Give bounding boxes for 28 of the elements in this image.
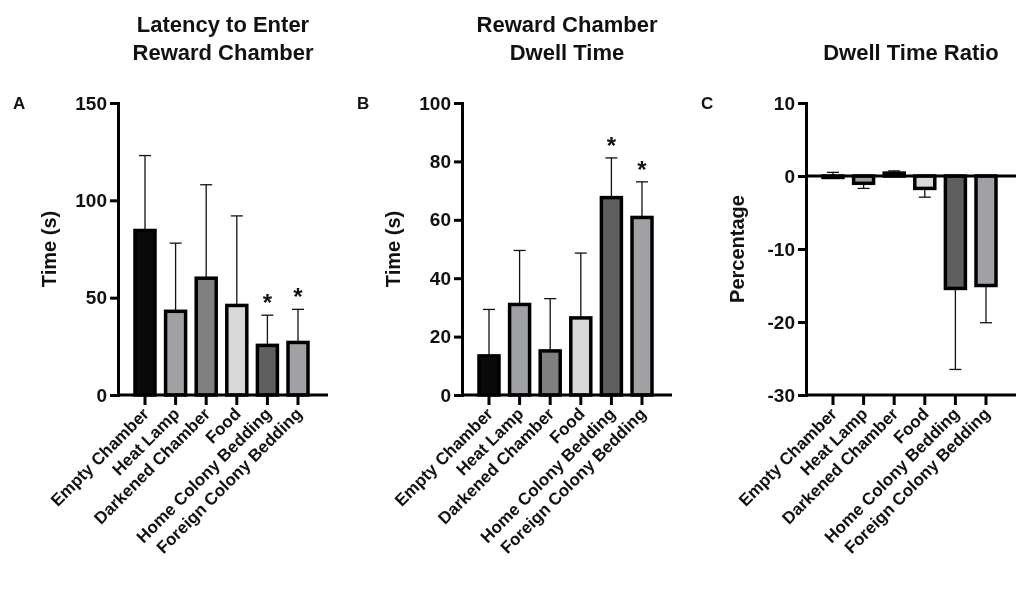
y-tick-label: 0 [784, 165, 795, 187]
y-tick-label: 100 [75, 189, 107, 211]
y-tick-label: 40 [429, 267, 451, 289]
chart-title: Latency to Enter Reward Chamber [132, 12, 314, 65]
y-tick-label: 100 [419, 92, 451, 114]
annotation: * [637, 155, 648, 183]
y-tick-label: -20 [767, 311, 795, 333]
annotation: * [293, 283, 304, 311]
y-axis-title: Percentage [726, 195, 748, 303]
y-tick-label: 10 [773, 92, 795, 114]
y-tick-label: 0 [440, 384, 451, 406]
annotation: * [262, 289, 273, 317]
chart-title: Dwell Time Ratio [823, 40, 999, 65]
y-tick-label: 80 [429, 150, 451, 172]
text: A [13, 94, 26, 113]
annotation: * [606, 131, 617, 159]
y-tick-label: -30 [767, 384, 795, 406]
y-tick-label: 20 [429, 326, 451, 348]
y-axis-title: Time (s) [38, 210, 60, 288]
y-tick-label: 150 [75, 92, 107, 114]
y-tick-label: -10 [767, 238, 795, 260]
text: C [701, 94, 714, 113]
chart-title: Reward Chamber Dwell Time [476, 12, 658, 65]
y-tick-label: 50 [85, 287, 107, 309]
y-tick-label: 0 [96, 384, 107, 406]
y-tick-label: 60 [429, 209, 451, 231]
text: B [357, 94, 370, 113]
y-axis-title: Time (s) [382, 210, 404, 288]
